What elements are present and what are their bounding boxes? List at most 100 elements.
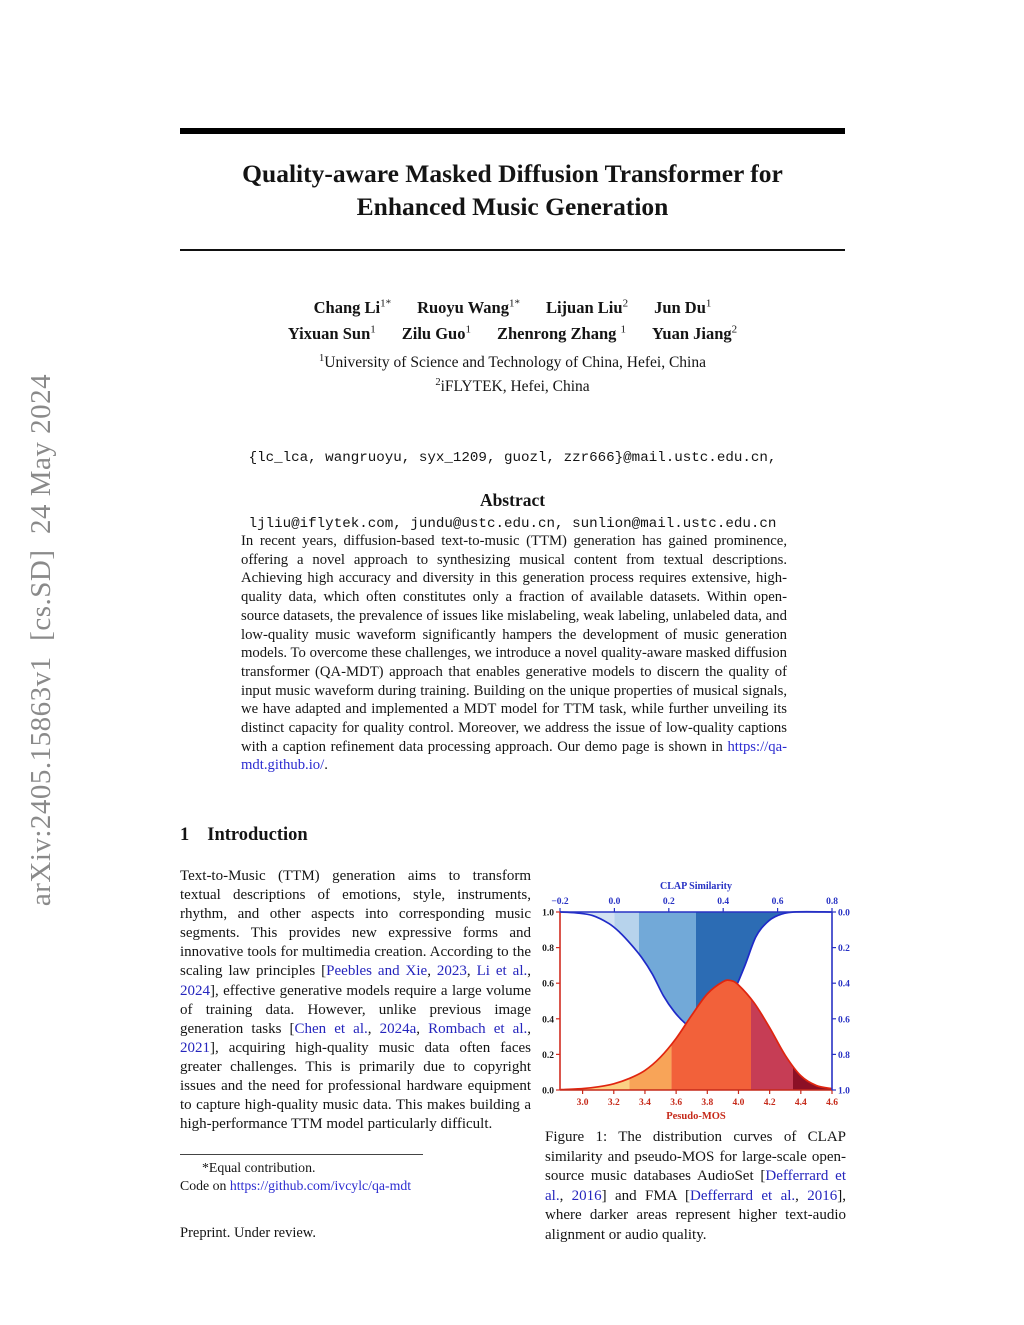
distribution-chart-svg: −0.2 0.0 0.2 0.4 0.6 0.8 CLAP Similarity 3.0 3.2…: [542, 881, 850, 1122]
svg-text:3.8: 3.8: [701, 1098, 713, 1108]
citation-link[interactable]: 2021: [180, 1039, 210, 1056]
text-run: ], effective generative models require a…: [180, 982, 531, 1037]
text-run: Text-to-Music (TTM) generation aims to t…: [180, 868, 531, 980]
svg-text:0.4: 0.4: [542, 1015, 554, 1025]
svg-text:3.0: 3.0: [577, 1098, 589, 1108]
section-1-heading: 1 Introduction: [180, 825, 308, 846]
footnote-code-line: Code on https://github.com/ivcylc/qa-mdt: [180, 1177, 535, 1195]
svg-text:3.6: 3.6: [670, 1098, 682, 1108]
right-axis-labels: 0.0 0.2 0.4 0.6 0.8 1.0: [832, 909, 850, 1097]
affiliation-1: 1University of Science and Technology of…: [180, 349, 845, 373]
svg-text:0.8: 0.8: [826, 897, 838, 907]
text-run: ,: [367, 1020, 380, 1037]
svg-text:1.0: 1.0: [838, 1087, 850, 1097]
demo-url-link[interactable]: https://qa-mdt.github.io/: [241, 738, 787, 774]
affiliation-1-sup: 1: [319, 353, 325, 364]
paper-title: Quality-aware Masked Diffusion Transform…: [180, 157, 845, 223]
affiliation-2-text: iFLYTEK, Hefei, China: [440, 378, 590, 396]
svg-text:4.2: 4.2: [764, 1098, 776, 1108]
svg-text:0.8: 0.8: [542, 944, 554, 954]
svg-text:0.6: 0.6: [772, 897, 784, 907]
bottom-axis-title: Pesudo-MOS: [666, 1111, 726, 1122]
text-run: ,: [795, 1187, 808, 1204]
citation-link[interactable]: Li et al.: [476, 963, 528, 980]
intro-paragraph: Text-to-Music (TTM) generation aims to t…: [180, 867, 531, 1134]
svg-text:4.4: 4.4: [795, 1098, 807, 1108]
text-run: ,: [559, 1187, 572, 1204]
left-axis-labels: 1.0 0.8 0.6 0.4 0.2 0.0: [542, 909, 560, 1097]
svg-text:0.4: 0.4: [838, 980, 850, 990]
author-name: Jun Du1: [654, 297, 712, 317]
svg-text:0.2: 0.2: [838, 944, 850, 954]
text-run: ] and FMA [: [601, 1187, 691, 1204]
footnote-rule: [180, 1154, 423, 1155]
svg-text:0.6: 0.6: [542, 980, 554, 990]
affiliation-2: 2iFLYTEK, Hefei, China: [180, 373, 845, 397]
title-rule-bottom: [180, 249, 845, 251]
text-run: ,: [527, 1020, 531, 1037]
abstract-heading: Abstract: [479, 490, 546, 510]
citation-link[interactable]: 2023: [436, 963, 467, 980]
arxiv-watermark: arXiv:2405.15863v1 [cs.SD] 24 May 2024: [25, 373, 57, 907]
citation-link[interactable]: 2016: [807, 1187, 838, 1204]
citation-link[interactable]: 2016: [571, 1187, 602, 1204]
text-run: ,: [466, 963, 477, 980]
svg-text:4.0: 4.0: [733, 1098, 745, 1108]
svg-text:4.6: 4.6: [826, 1098, 838, 1108]
svg-text:0.2: 0.2: [663, 897, 675, 907]
author-name: Lijuan Liu2: [545, 297, 629, 317]
svg-text:0.2: 0.2: [542, 1051, 554, 1061]
section-number: 1: [180, 825, 190, 845]
footnote-equal-contribution: *Equal contribution.: [202, 1160, 316, 1175]
citation-link[interactable]: 2024: [180, 982, 210, 999]
svg-text:0.0: 0.0: [838, 909, 850, 919]
title-line-2: Enhanced Music Generation: [356, 192, 669, 221]
pseudo_mos_distribution-curve: [560, 979, 833, 1091]
citation-link[interactable]: Defferrard et al.: [690, 1187, 796, 1204]
top-axis-labels: −0.2 0.0 0.2 0.4 0.6 0.8: [551, 897, 838, 912]
svg-text:−0.2: −0.2: [551, 897, 569, 907]
affiliation-1-text: University of Science and Technology of …: [324, 354, 706, 372]
author-name: Ruoyu Wang1*: [417, 297, 520, 317]
bottom-axis-labels: 3.0 3.2 3.4 3.6 3.8 4.0 4.2 4.4 4.6: [577, 1090, 838, 1108]
text-run: In recent years, diffusion-based text-to…: [241, 533, 787, 755]
abstract-text: In recent years, diffusion-based text-to…: [241, 532, 787, 775]
author-name: Yixuan Sun1: [287, 323, 376, 344]
author-name: Chang Li1*: [313, 297, 392, 317]
text-run: ], where darker areas represent higher t…: [545, 1187, 846, 1243]
author-name: Zilu Guo1: [401, 323, 471, 344]
code-url-link[interactable]: https://github.com/ivcylc/qa-mdt: [229, 1178, 412, 1193]
text-run: Figure 1: The distribution curves of CLA…: [545, 1129, 846, 1185]
top-axis-title: CLAP Similarity: [660, 881, 732, 892]
affiliation-block: 1University of Science and Technology of…: [180, 349, 845, 397]
citation-link[interactable]: Chen et al.: [294, 1020, 368, 1037]
author-row-2: Yixuan Sun1 Zilu Guo1 Zhenrong Zhang 1 Yuan…: [180, 319, 845, 346]
svg-text:3.4: 3.4: [639, 1098, 651, 1108]
email-block: {lc_lca, wangruoyu, syx_1209, guozl, zzr…: [180, 403, 845, 579]
author-row-1: Chang Li1* Ruoyu Wang1* Lijuan Liu2 Jun Du1: [180, 292, 845, 319]
figure-1-caption: Figure 1: The distribution curves of CLA…: [545, 1128, 846, 1246]
citation-link[interactable]: Rombach et al.: [428, 1020, 528, 1037]
author-block: Chang Li1* Ruoyu Wang1* Lijuan Liu2 Jun Du1…: [180, 292, 845, 345]
affiliation-2-sup: 2: [435, 377, 441, 389]
clap_similarity_distribution-area: [559, 910, 833, 1034]
text-run: .: [324, 757, 328, 774]
figure-1-chart: −0.2 0.0 0.2 0.4 0.6 0.8 CLAP Similarity 3.0 3.2…: [538, 876, 860, 1124]
svg-text:1.0: 1.0: [542, 909, 554, 919]
text-run: ,: [427, 963, 437, 980]
svg-text:3.2: 3.2: [608, 1098, 620, 1108]
citation-link[interactable]: Peebles and Xie: [326, 963, 428, 980]
title-line-1: Quality-aware Masked Diffusion Transform…: [242, 159, 783, 188]
author-name: Yuan Jiang2: [652, 323, 738, 344]
text-run: Code on: [180, 1178, 230, 1193]
svg-text:0.8: 0.8: [838, 1051, 850, 1061]
svg-text:0.6: 0.6: [838, 1015, 850, 1025]
email-line-1: {lc_lca, wangruoyu, syx_1209, guozl, zzr…: [248, 450, 777, 466]
pseudo_mos_distribution-area: [560, 979, 833, 1091]
citation-link[interactable]: 2024a: [379, 1020, 417, 1037]
text-run: ], acquiring high-quality music data oft…: [180, 1039, 531, 1133]
citation-link[interactable]: Defferrard et al.: [545, 1168, 846, 1204]
section-title: Introduction: [207, 825, 308, 845]
email-line-2: ljliu@iflytek.com, jundu@ustc.edu.cn, su…: [248, 516, 777, 532]
